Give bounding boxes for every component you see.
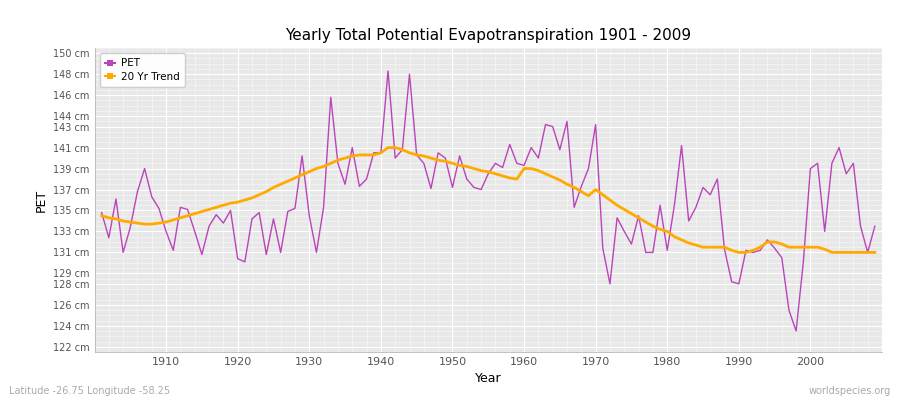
Legend: PET, 20 Yr Trend: PET, 20 Yr Trend (100, 53, 184, 87)
X-axis label: Year: Year (475, 372, 501, 386)
Y-axis label: PET: PET (34, 188, 48, 212)
Text: worldspecies.org: worldspecies.org (809, 386, 891, 396)
Text: Latitude -26.75 Longitude -58.25: Latitude -26.75 Longitude -58.25 (9, 386, 170, 396)
Title: Yearly Total Potential Evapotranspiration 1901 - 2009: Yearly Total Potential Evapotranspiratio… (285, 28, 691, 43)
